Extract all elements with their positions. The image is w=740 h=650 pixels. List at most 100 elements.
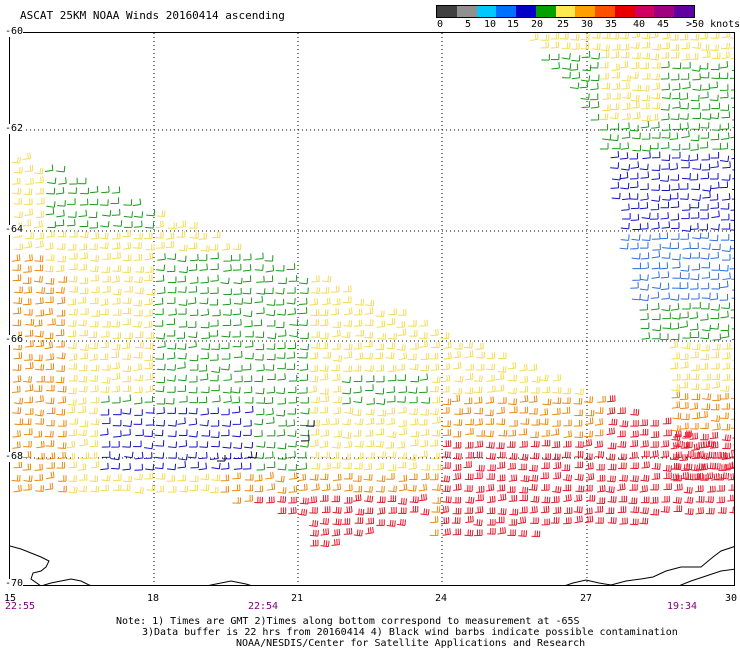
wind-barb: [168, 222, 178, 230]
wind-barb: [672, 261, 681, 269]
wind-barb: [275, 287, 285, 295]
wind-barb: [363, 473, 373, 481]
wind-barb: [375, 310, 385, 318]
wind-barb: [731, 427, 734, 429]
wind-barb: [24, 329, 34, 337]
wind-barb: [550, 33, 560, 40]
wind-barb: [23, 241, 33, 249]
wind-barb: [710, 33, 720, 39]
wind-barb: [631, 234, 641, 241]
wind-barb: [13, 198, 23, 205]
wind-barb: [288, 496, 297, 504]
wind-barb: [287, 430, 297, 437]
wind-barb: [44, 430, 54, 438]
wind-barb: [232, 263, 242, 271]
wind-barb: [602, 104, 611, 112]
wind-barb: [298, 319, 308, 327]
wind-barb: [220, 462, 230, 470]
wind-barb: [619, 33, 629, 40]
wind-barb: [122, 307, 132, 315]
wind-barb: [167, 343, 177, 350]
wind-barb: [342, 432, 352, 439]
wind-barb: [651, 92, 661, 100]
wind-barb: [167, 253, 177, 260]
wind-barb: [641, 94, 651, 102]
wind-barb: [112, 396, 121, 404]
wind-barb: [727, 473, 734, 481]
wind-barb: [641, 332, 651, 340]
wind-barb: [13, 166, 23, 174]
wind-barb: [299, 374, 309, 381]
wind-barb: [452, 350, 462, 359]
wind-barb: [133, 299, 143, 307]
wind-barb: [23, 440, 32, 448]
wind-barb: [44, 332, 54, 340]
wind-barb: [701, 153, 710, 161]
wind-barb: [551, 441, 561, 449]
wind-barb: [386, 342, 396, 350]
wind-barb: [397, 452, 408, 460]
wind-barb: [660, 333, 669, 341]
wind-barb: [78, 263, 88, 271]
wind-barb: [720, 234, 730, 241]
wind-barb: [579, 81, 589, 89]
wind-barb: [680, 73, 690, 80]
wind-barb: [571, 55, 581, 62]
wind-barb: [69, 177, 78, 185]
wind-barb: [670, 242, 680, 250]
wind-barb: [700, 253, 710, 260]
wind-barb: [662, 464, 672, 472]
wind-barb: [288, 464, 297, 471]
wind-barb: [591, 43, 601, 50]
wind-barb: [277, 373, 286, 381]
wind-barb: [496, 484, 506, 492]
wind-barb: [365, 384, 374, 392]
wind-barb: [24, 428, 33, 436]
wind-barb: [730, 239, 734, 241]
wind-barb: [420, 508, 430, 516]
wind-barb: [398, 352, 408, 360]
wind-barb: [569, 63, 579, 71]
wind-barb: [310, 451, 320, 459]
wind-barb: [57, 396, 67, 404]
wind-barb: [133, 418, 143, 425]
wind-barb: [91, 286, 100, 293]
wind-barb: [630, 281, 639, 289]
wind-barb: [701, 324, 711, 332]
wind-barb: [589, 93, 599, 101]
wind-barb: [409, 505, 419, 513]
wind-barb: [165, 398, 175, 405]
wind-barb: [166, 297, 176, 304]
wind-barb: [67, 387, 77, 395]
wind-barb: [700, 172, 710, 180]
wind-barb: [700, 122, 710, 129]
wind-barb: [585, 409, 595, 417]
wind-barb: [12, 319, 22, 327]
wind-barb: [311, 463, 321, 470]
wind-barb: [508, 519, 518, 526]
wind-barb: [719, 155, 730, 163]
wind-barb: [266, 299, 276, 306]
wind-barb: [332, 506, 342, 514]
wind-barb: [69, 252, 78, 260]
wind-barb: [299, 483, 308, 491]
wind-barb: [330, 417, 340, 425]
wind-barb: [452, 441, 462, 449]
wind-barb: [22, 451, 32, 459]
wind-barb: [25, 177, 34, 185]
wind-barb: [541, 386, 551, 394]
wind-barb: [233, 277, 243, 285]
wind-barb: [539, 418, 549, 425]
wind-barb: [242, 275, 252, 283]
wind-barb: [266, 386, 276, 394]
wind-barb: [574, 409, 583, 417]
wind-barb: [670, 51, 680, 59]
wind-barb: [700, 452, 710, 460]
wind-barb: [632, 112, 641, 120]
wind-barb: [641, 212, 651, 220]
wind-barb: [124, 221, 133, 228]
wind-barb: [255, 331, 265, 339]
wind-barb: [476, 351, 485, 359]
wind-barb: [508, 398, 518, 406]
wind-barb: [716, 496, 725, 504]
